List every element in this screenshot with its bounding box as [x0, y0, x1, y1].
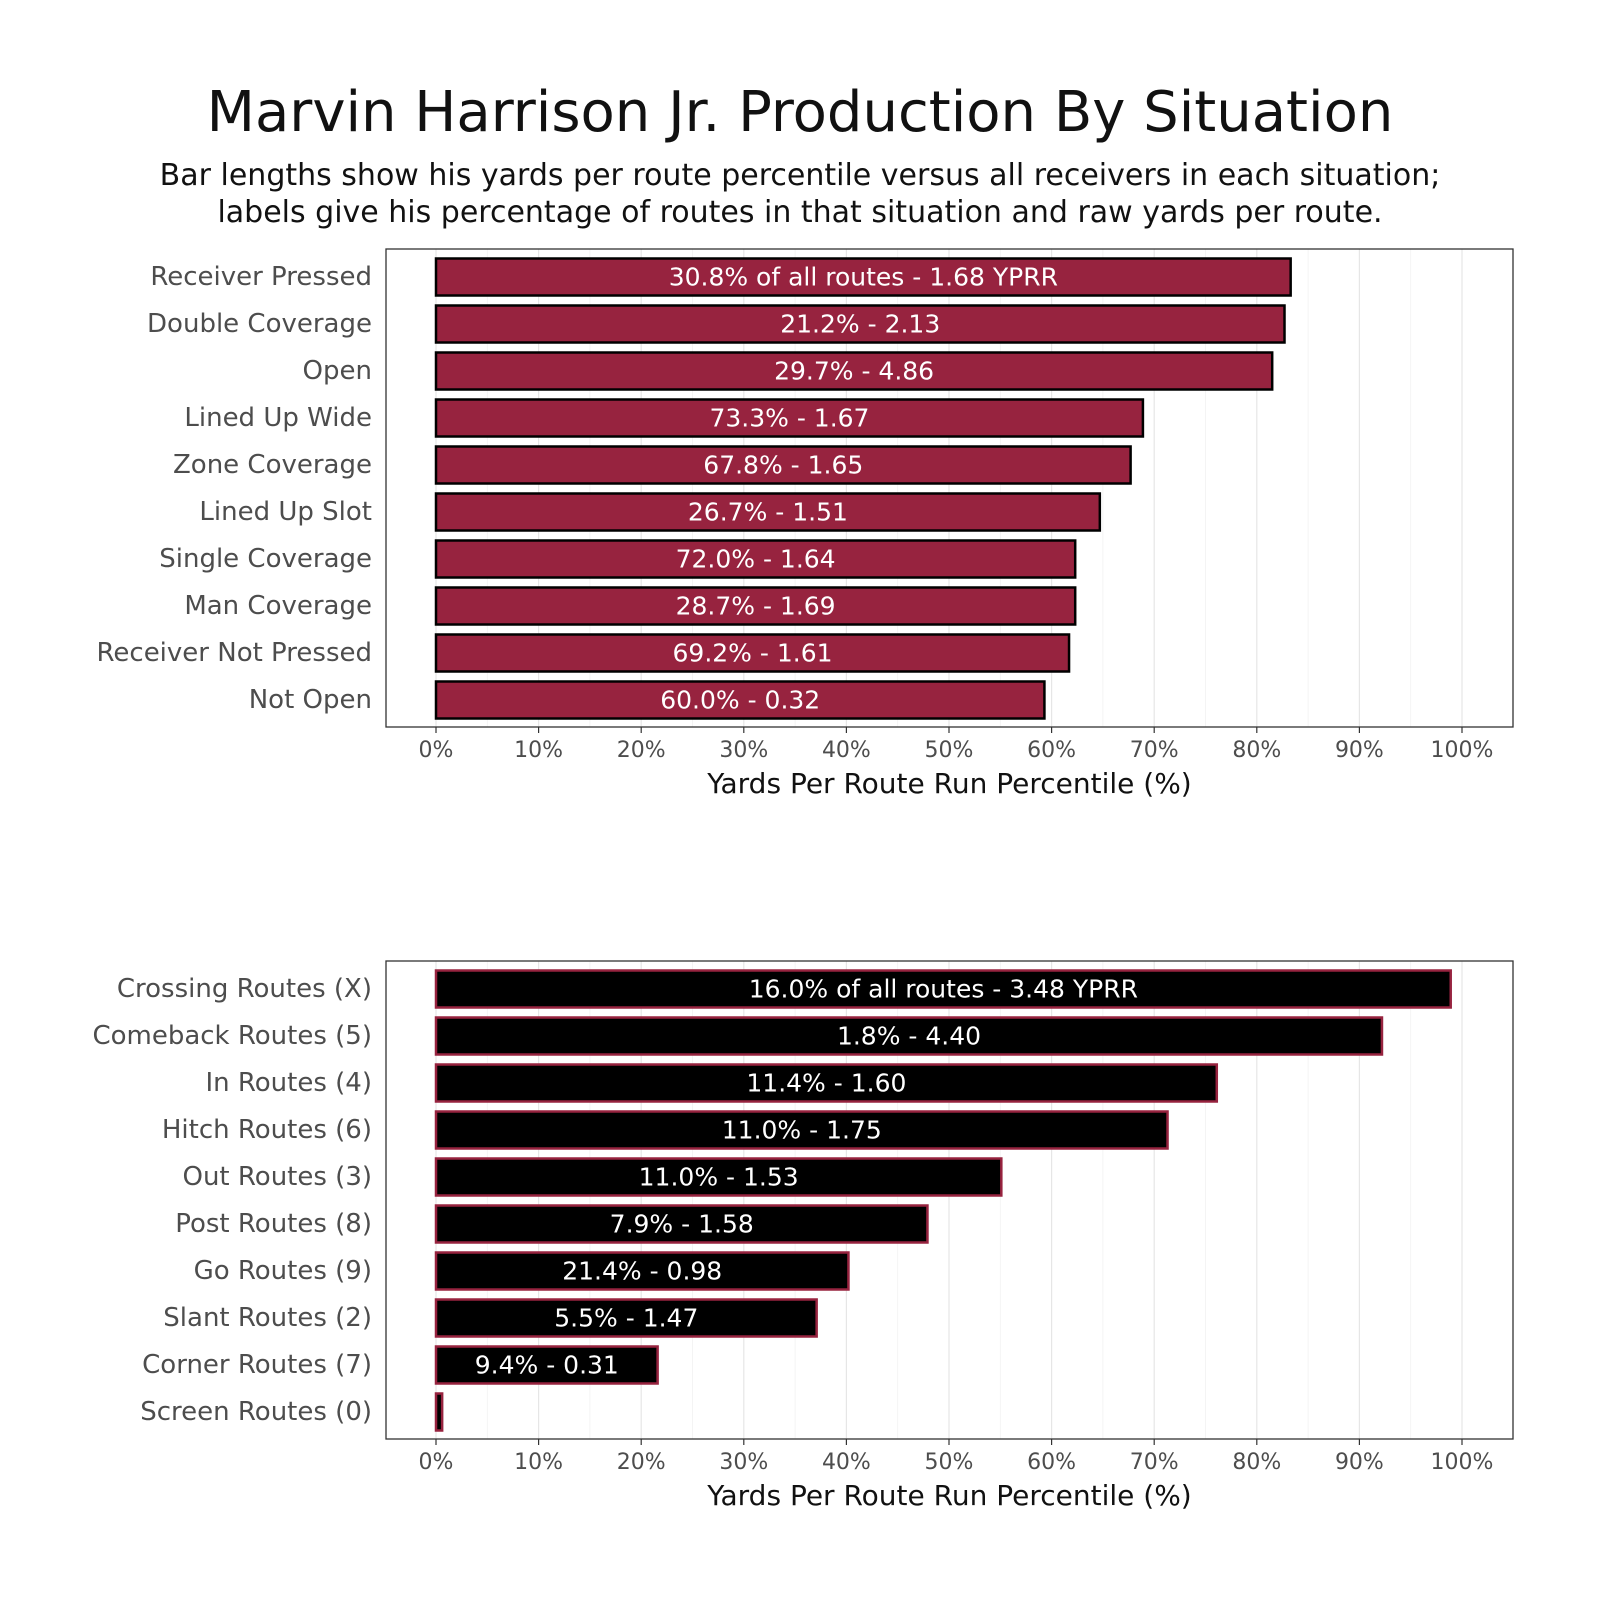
top-tick-label: 80% — [1232, 738, 1281, 763]
bottom-bar — [434, 1392, 444, 1432]
bottom-bar — [434, 1251, 850, 1291]
top-data-label: 72.0% - 1.64 — [676, 545, 836, 574]
top-bar — [434, 680, 1046, 720]
top-data-label: 67.8% - 1.65 — [703, 451, 863, 480]
top-bar — [434, 539, 1077, 579]
top-category-label: Receiver Pressed — [150, 262, 372, 292]
top-tick-label: 30% — [719, 738, 768, 763]
bottom-tick-label: 90% — [1335, 1450, 1384, 1475]
top-data-label: 26.7% - 1.51 — [688, 498, 848, 527]
bottom-data-label: 9.4% - 0.31 — [475, 1351, 619, 1380]
top-data-label: 69.2% - 1.61 — [673, 639, 833, 668]
bottom-data-label: 5.5% - 1.47 — [554, 1304, 698, 1333]
bottom-tick-label: 0% — [419, 1450, 454, 1475]
chart-title: Marvin Harrison Jr. Production By Situat… — [206, 80, 1394, 145]
bottom-category-label: In Routes (4) — [205, 1068, 372, 1098]
top-category-label: Double Coverage — [147, 309, 372, 339]
bottom-tick-label: 20% — [617, 1450, 666, 1475]
top-tick-label: 0% — [419, 738, 454, 763]
bottom-tick-label: 100% — [1431, 1450, 1494, 1475]
top-category-label: Single Coverage — [159, 544, 372, 574]
top-category-label: Lined Up Slot — [199, 497, 372, 527]
top-tick-label: 70% — [1130, 738, 1179, 763]
bottom-tick-label: 60% — [1027, 1450, 1076, 1475]
top-data-label: 21.2% - 2.13 — [780, 310, 940, 339]
top-category-label: Zone Coverage — [173, 450, 372, 480]
bottom-category-label: Crossing Routes (X) — [117, 974, 372, 1004]
top-bar — [434, 304, 1286, 344]
top-tick-label: 100% — [1431, 738, 1494, 763]
bottom-data-label: 11.0% - 1.75 — [722, 1116, 882, 1145]
bottom-category-label: Go Routes (9) — [194, 1256, 372, 1286]
bottom-data-label: 1.8% - 4.40 — [837, 1022, 981, 1051]
bottom-data-label: 7.9% - 1.58 — [610, 1210, 754, 1239]
top-bar — [434, 633, 1071, 673]
top-category-label: Man Coverage — [184, 591, 372, 621]
chart-subtitle-line-1: Bar lengths show his yards per route per… — [159, 158, 1441, 193]
top-bar — [434, 445, 1132, 485]
top-tick-label: 60% — [1027, 738, 1076, 763]
bottom-x-axis-title: Yards Per Route Run Percentile (%) — [706, 1479, 1191, 1512]
top-category-label: Not Open — [249, 685, 372, 715]
top-data-label: 30.8% of all routes - 1.68 YPRR — [669, 263, 1058, 292]
bottom-data-label: 11.0% - 1.53 — [639, 1163, 799, 1192]
bottom-category-label: Post Routes (8) — [175, 1209, 372, 1239]
top-bar — [434, 398, 1145, 438]
chart-subtitle-line-2: labels give his percentage of routes in … — [217, 195, 1383, 230]
bottom-tick-label: 50% — [925, 1450, 974, 1475]
bottom-bar — [434, 1345, 659, 1385]
top-category-label: Receiver Not Pressed — [97, 638, 373, 668]
top-tick-label: 50% — [925, 738, 974, 763]
top-tick-label: 20% — [617, 738, 666, 763]
top-tick-label: 90% — [1335, 738, 1384, 763]
top-category-label: Lined Up Wide — [184, 403, 372, 433]
bottom-tick-label: 30% — [719, 1450, 768, 1475]
bottom-data-label: 16.0% of all routes - 3.48 YPRR — [749, 975, 1138, 1004]
bottom-bar — [434, 1016, 1384, 1056]
top-data-label: 60.0% - 0.32 — [660, 686, 820, 715]
top-data-label: 28.7% - 1.69 — [676, 592, 836, 621]
bottom-category-label: Corner Routes (7) — [142, 1350, 372, 1380]
bottom-tick-label: 40% — [822, 1450, 871, 1475]
bottom-category-label: Comeback Routes (5) — [92, 1021, 372, 1051]
top-bar — [434, 492, 1102, 532]
top-x-axis-title: Yards Per Route Run Percentile (%) — [706, 767, 1191, 800]
bottom-bar — [434, 1204, 929, 1244]
bottom-data-label: 11.4% - 1.60 — [746, 1069, 906, 1098]
top-tick-label: 10% — [514, 738, 563, 763]
bottom-tick-label: 70% — [1130, 1450, 1179, 1475]
bottom-bar — [434, 1298, 818, 1338]
bottom-bar — [434, 1110, 1169, 1150]
bottom-category-label: Slant Routes (2) — [163, 1303, 372, 1333]
bottom-tick-label: 10% — [514, 1450, 563, 1475]
bottom-category-label: Screen Routes (0) — [140, 1397, 372, 1427]
bottom-bar — [434, 1157, 1003, 1197]
top-data-label: 73.3% - 1.67 — [709, 404, 869, 433]
bottom-tick-label: 80% — [1232, 1450, 1281, 1475]
bottom-category-label: Hitch Routes (6) — [162, 1115, 372, 1145]
top-bar — [434, 257, 1292, 297]
top-bar — [434, 351, 1274, 391]
bottom-data-label: 21.4% - 0.98 — [562, 1257, 722, 1286]
top-category-label: Open — [303, 356, 372, 386]
situation-bar-chart: Receiver Pressed 30.8% of all routes - 1.… — [97, 248, 1514, 800]
top-tick-label: 40% — [822, 738, 871, 763]
bottom-bar — [434, 1063, 1219, 1103]
top-data-label: 29.7% - 4.86 — [774, 357, 934, 386]
top-bar — [434, 586, 1077, 626]
bottom-category-label: Out Routes (3) — [182, 1162, 372, 1192]
bottom-bar — [434, 969, 1452, 1009]
